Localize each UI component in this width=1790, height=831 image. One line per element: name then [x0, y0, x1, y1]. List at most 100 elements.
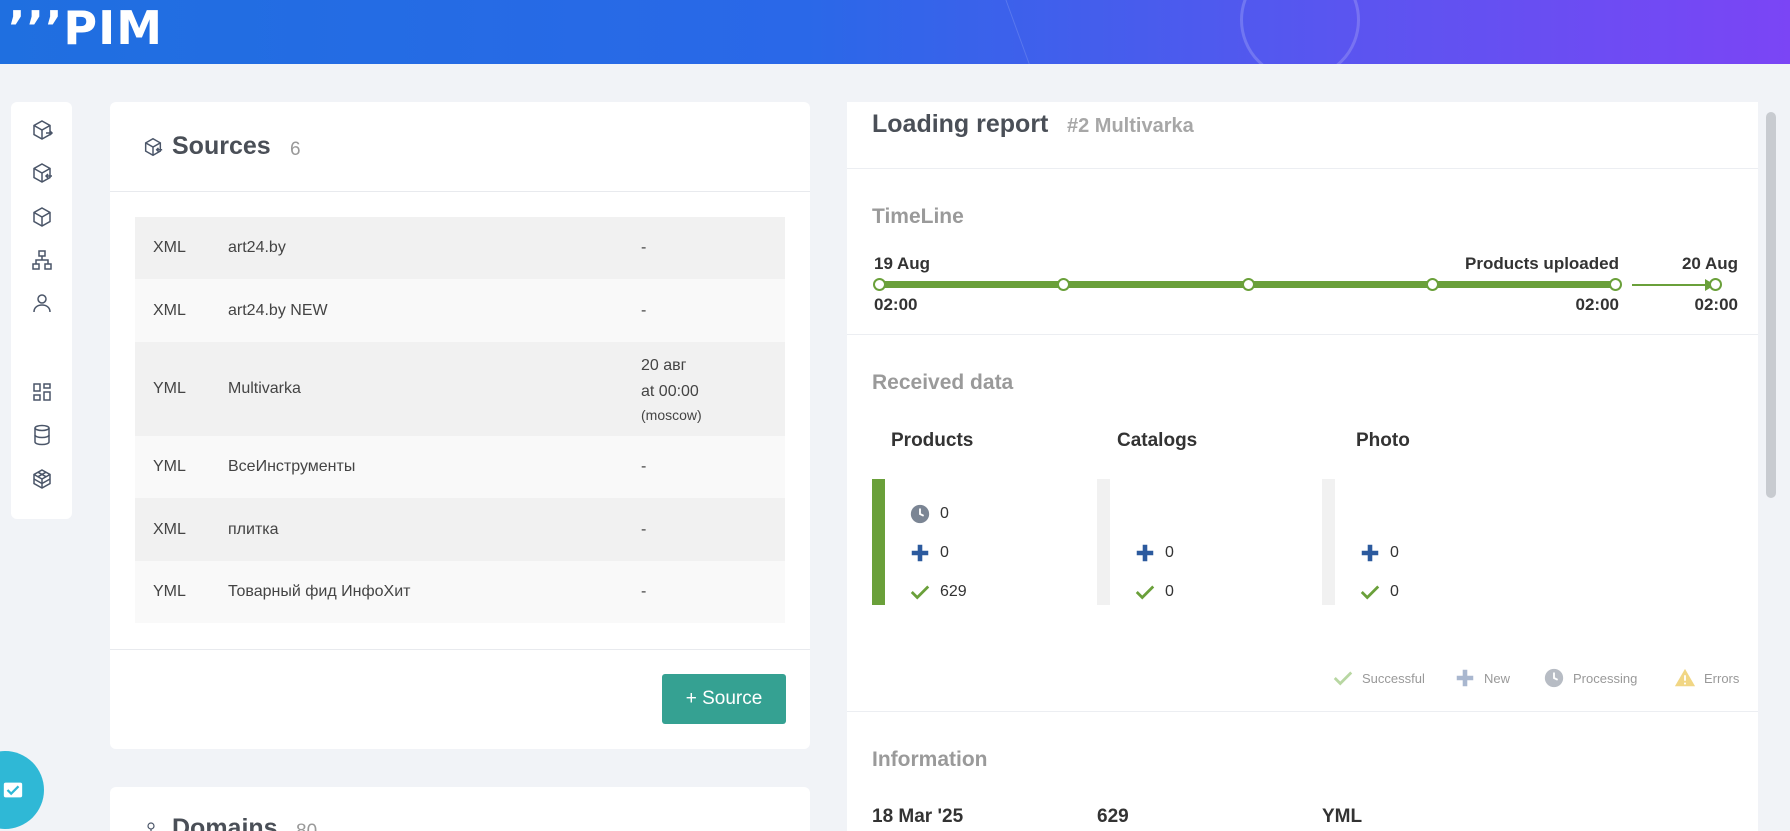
products-successful-count: 629 — [940, 583, 967, 600]
header-decoration-lines — [998, 0, 1302, 64]
photo-title: Photo — [1356, 430, 1410, 451]
catalogs-successful-count: 0 — [1165, 583, 1174, 600]
table-row[interactable]: YML Товарный фид ИнфоХит - — [135, 561, 785, 623]
timeline-point — [1709, 278, 1722, 291]
next-run-timezone: (moscow) — [641, 407, 702, 423]
legend-processing: Processing — [1543, 667, 1637, 689]
chat-widget-button[interactable] — [0, 751, 44, 829]
source-type: YML — [153, 458, 186, 475]
information-format: YML — [1322, 806, 1363, 827]
source-name[interactable]: Товарный фид ИнфоХит — [228, 583, 411, 600]
legend-successful-label: Successful — [1362, 670, 1425, 686]
products-status-bar — [872, 479, 885, 605]
timeline-end-time: 02:00 — [1694, 295, 1738, 314]
source-type: YML — [153, 583, 186, 600]
table-row[interactable]: XML плитка - — [135, 498, 785, 561]
clock-icon — [909, 503, 931, 525]
legend-processing-label: Processing — [1573, 670, 1638, 686]
chat-icon — [3, 782, 23, 798]
products-new: 0 — [909, 542, 949, 564]
sources-card: Sources 6 XML art24.by - XML art24.by NE… — [110, 102, 810, 749]
timeline-point — [1609, 278, 1622, 291]
domains-title: Domains — [172, 814, 278, 831]
report-subtitle: #2 Multivarka — [1067, 115, 1194, 137]
loading-report-card: Loading report #2 Multivarka TimeLine 19… — [847, 102, 1758, 831]
photo-status-bar — [1322, 479, 1335, 605]
divider — [847, 168, 1758, 169]
hierarchy-icon[interactable] — [30, 248, 54, 272]
next-run-date: 20 авг — [641, 357, 687, 374]
source-type: XML — [153, 301, 186, 319]
divider — [847, 334, 1758, 335]
box-icon[interactable] — [30, 205, 54, 229]
source-name[interactable]: ВсеИнструменты — [228, 458, 356, 475]
source-name[interactable]: плитка — [228, 520, 279, 538]
check-icon — [1333, 671, 1353, 686]
plus-icon — [1456, 669, 1474, 687]
source-name[interactable]: Multivarka — [228, 380, 301, 397]
photo-successful-count: 0 — [1390, 583, 1399, 600]
sources-footer — [110, 649, 810, 749]
source-next-run: - — [641, 301, 647, 319]
plus-icon — [909, 542, 931, 564]
source-name[interactable]: art24.by NEW — [228, 301, 328, 319]
sources-header: Sources 6 — [110, 102, 810, 192]
timeline-stage-time: 02:00 — [1575, 295, 1619, 314]
legend-new-label: New — [1484, 670, 1511, 686]
database-icon[interactable] — [30, 423, 54, 447]
sources-title: Sources — [172, 132, 271, 160]
timeline-point — [1426, 278, 1439, 291]
catalogs-status-bar — [1097, 479, 1110, 605]
catalogs-new: 0 — [1134, 542, 1174, 564]
source-next-run: 20 авг at 00:00 (moscow) — [641, 353, 702, 425]
timeline-point — [1242, 278, 1255, 291]
received-data-title: Received data — [872, 371, 1014, 394]
products-new-count: 0 — [940, 544, 949, 561]
timeline-arrow-line — [1632, 284, 1714, 286]
table-row[interactable]: XML art24.by - — [135, 217, 785, 279]
legend-errors-label: Errors — [1704, 670, 1740, 686]
box-import-icon — [142, 136, 164, 158]
information-date: 18 Mar '25 — [872, 806, 964, 827]
header-decoration — [1240, 0, 1360, 64]
timeline-point — [1057, 278, 1070, 291]
dashboard-icon[interactable] — [30, 380, 54, 404]
cube-grid-icon[interactable] — [30, 467, 54, 491]
domains-count: 80 — [296, 821, 317, 831]
scrollbar-thumb[interactable] — [1766, 112, 1776, 498]
table-row[interactable]: YML Multivarka 20 авг at 00:00 (moscow) — [135, 342, 785, 436]
photo-new: 0 — [1359, 542, 1399, 564]
catalogs-title: Catalogs — [1117, 430, 1198, 451]
domains-card: Domains 80 — [110, 787, 810, 831]
source-type: XML — [153, 239, 186, 256]
table-row[interactable]: YML ВсеИнструменты - — [135, 436, 785, 498]
user-icon[interactable] — [30, 291, 54, 315]
source-next-run: - — [641, 458, 647, 475]
source-type: YML — [153, 380, 186, 397]
sources-table: XML art24.by - XML art24.by NEW - YML Mu… — [135, 217, 785, 623]
plus-icon — [1134, 542, 1156, 564]
photo-successful: 0 — [1359, 581, 1399, 603]
app-logo[interactable]: ’’’PIM — [8, 1, 164, 55]
information-title: Information — [872, 748, 988, 771]
app-header: ’’’PIM — [0, 0, 1790, 64]
warning-icon — [1674, 668, 1696, 687]
photo-new-count: 0 — [1390, 544, 1399, 561]
add-source-button[interactable]: + Source — [662, 674, 786, 724]
catalogs-successful: 0 — [1134, 581, 1174, 603]
products-title: Products — [891, 430, 974, 451]
source-name[interactable]: art24.by — [228, 239, 286, 256]
legend-errors: Errors — [1674, 667, 1739, 689]
timeline-title: TimeLine — [872, 205, 964, 228]
source-next-run: - — [641, 520, 647, 538]
information-count: 629 — [1097, 806, 1129, 827]
source-next-run: - — [641, 239, 647, 256]
box-import-icon[interactable] — [30, 161, 54, 185]
table-row[interactable]: XML art24.by NEW - — [135, 279, 785, 342]
check-icon — [1359, 581, 1381, 603]
products-processing: 0 — [909, 503, 949, 525]
box-export-icon[interactable] — [30, 118, 54, 142]
timeline-start-date: 19 Aug — [874, 254, 931, 273]
timeline-end-date: 20 Aug — [1681, 254, 1738, 273]
timeline-point — [873, 278, 886, 291]
